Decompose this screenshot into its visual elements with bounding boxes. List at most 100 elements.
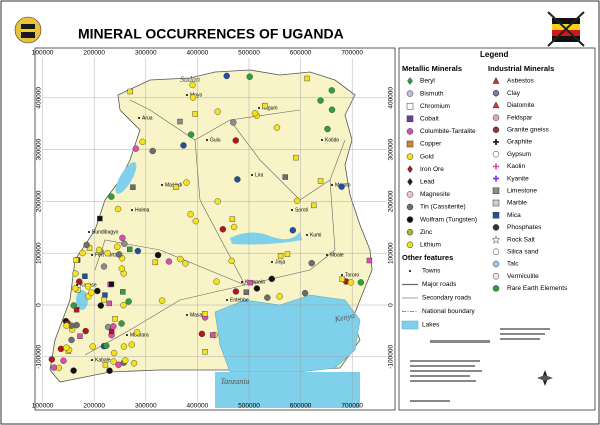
legend-symbol <box>406 241 414 249</box>
town-label: Kumi <box>310 232 321 238</box>
mineral-symbol <box>115 361 122 368</box>
legend-symbol <box>492 211 500 219</box>
town-dot <box>241 281 243 283</box>
mineral-symbol <box>84 283 92 290</box>
legend-label: Cobalt <box>420 116 439 123</box>
mineral-symbol <box>118 265 126 272</box>
mineral-symbol <box>120 343 128 350</box>
mineral-symbol <box>110 349 118 357</box>
mineral-symbol <box>198 330 206 338</box>
town-dot <box>91 359 93 361</box>
legend-label: Feldspar <box>507 114 533 121</box>
mineral-symbol <box>289 227 297 234</box>
mineral-symbol <box>106 367 113 374</box>
x-coordinate-label: 700000 <box>341 403 363 410</box>
legend-label: Bismuth <box>420 90 444 97</box>
town-dot <box>331 184 333 186</box>
y-coordinate-label: 0 <box>36 303 43 307</box>
town-label: Mbarara <box>130 332 149 338</box>
mineral-symbol <box>77 333 83 339</box>
mineral-symbol <box>229 216 236 222</box>
town-label: Jinja <box>275 259 286 265</box>
mineral-symbol <box>100 263 108 270</box>
legend-symbol <box>406 203 414 211</box>
legend-symbol <box>492 260 500 268</box>
town-label: Lira <box>255 172 264 178</box>
mineral-symbol <box>311 202 317 209</box>
legend-label: Columbite-Tantalite <box>420 128 476 135</box>
mineral-symbol <box>88 289 95 296</box>
x-coordinate-label: 400000 <box>187 50 209 57</box>
mineral-symbol <box>108 281 115 287</box>
legend-heading: Industrial Minerals <box>488 64 554 73</box>
mineral-symbol <box>79 249 86 257</box>
mineral-symbol <box>183 179 190 186</box>
mineral-symbol <box>127 88 133 95</box>
legend-symbol <box>492 187 500 195</box>
mineral-symbol <box>134 329 141 336</box>
lake-victoria <box>214 294 361 373</box>
town-dot <box>88 231 90 233</box>
legend-label: Talc <box>507 261 519 268</box>
legend-symbol <box>492 114 500 121</box>
lake-victoria-south <box>215 372 360 408</box>
mineral-symbol <box>253 285 261 292</box>
mineral-symbol <box>324 125 331 133</box>
legend-symbol <box>492 272 500 280</box>
mineral-symbol <box>251 109 259 117</box>
y-coordinate-label: 300000 <box>36 138 43 160</box>
mineral-symbol <box>114 243 121 250</box>
town-dot <box>138 117 140 119</box>
x-coordinate-label: 500000 <box>238 50 260 57</box>
mineral-symbol <box>130 360 138 367</box>
mineral-symbol <box>187 131 195 138</box>
mineral-symbol <box>102 292 108 298</box>
town-dot <box>131 209 133 211</box>
mineral-symbol <box>68 336 75 344</box>
mineral-symbol <box>223 72 230 80</box>
legend-label: Secondary roads <box>422 295 472 302</box>
lake-edward <box>76 290 88 310</box>
mineral-symbol <box>89 343 96 350</box>
legend-label: Gypsum <box>507 151 531 158</box>
town-dot <box>321 139 323 141</box>
legend-label: Zinc <box>420 229 433 236</box>
mineral-symbol <box>101 297 107 303</box>
mineral-symbol <box>152 259 158 266</box>
mineral-symbol <box>108 328 115 335</box>
legend-symbol <box>493 175 499 182</box>
town-dot <box>206 139 208 141</box>
legend-label: Beryl <box>420 78 435 85</box>
legend-symbol <box>406 153 414 160</box>
mineral-symbol <box>214 198 221 205</box>
mineral-symbol <box>115 251 123 258</box>
mineral-symbol <box>357 279 365 286</box>
legend-label: Limestone <box>507 188 537 195</box>
town-label: Entebbe <box>230 297 249 303</box>
mineral-symbol <box>219 226 227 233</box>
right-emblem <box>547 11 585 47</box>
mineral-symbol <box>177 118 183 125</box>
roads <box>84 99 346 356</box>
mineral-symbol <box>114 205 122 213</box>
legend-label: Magnesite <box>420 191 450 198</box>
mineral-symbol <box>264 294 271 301</box>
legend-symbol <box>492 150 500 158</box>
mineral-symbol <box>301 289 309 297</box>
town-label: Kabale <box>95 357 111 363</box>
mineral-symbol <box>128 341 135 348</box>
legend-label: Silica sand <box>507 249 539 256</box>
legend-label: Rock Salt <box>507 236 535 243</box>
legend-label: Mica <box>507 212 521 219</box>
town-dot <box>306 234 308 236</box>
legend-symbol <box>407 77 413 85</box>
legend-symbol <box>406 90 414 97</box>
mineral-symbol <box>213 278 220 285</box>
mineral-symbol <box>339 276 345 282</box>
legend-symbol <box>406 216 414 223</box>
mineral-symbol <box>177 255 184 263</box>
mineral-symbol <box>120 301 127 309</box>
mineral-symbol <box>73 257 79 263</box>
mineral-symbol <box>230 119 237 126</box>
mineral-symbol <box>304 75 310 82</box>
